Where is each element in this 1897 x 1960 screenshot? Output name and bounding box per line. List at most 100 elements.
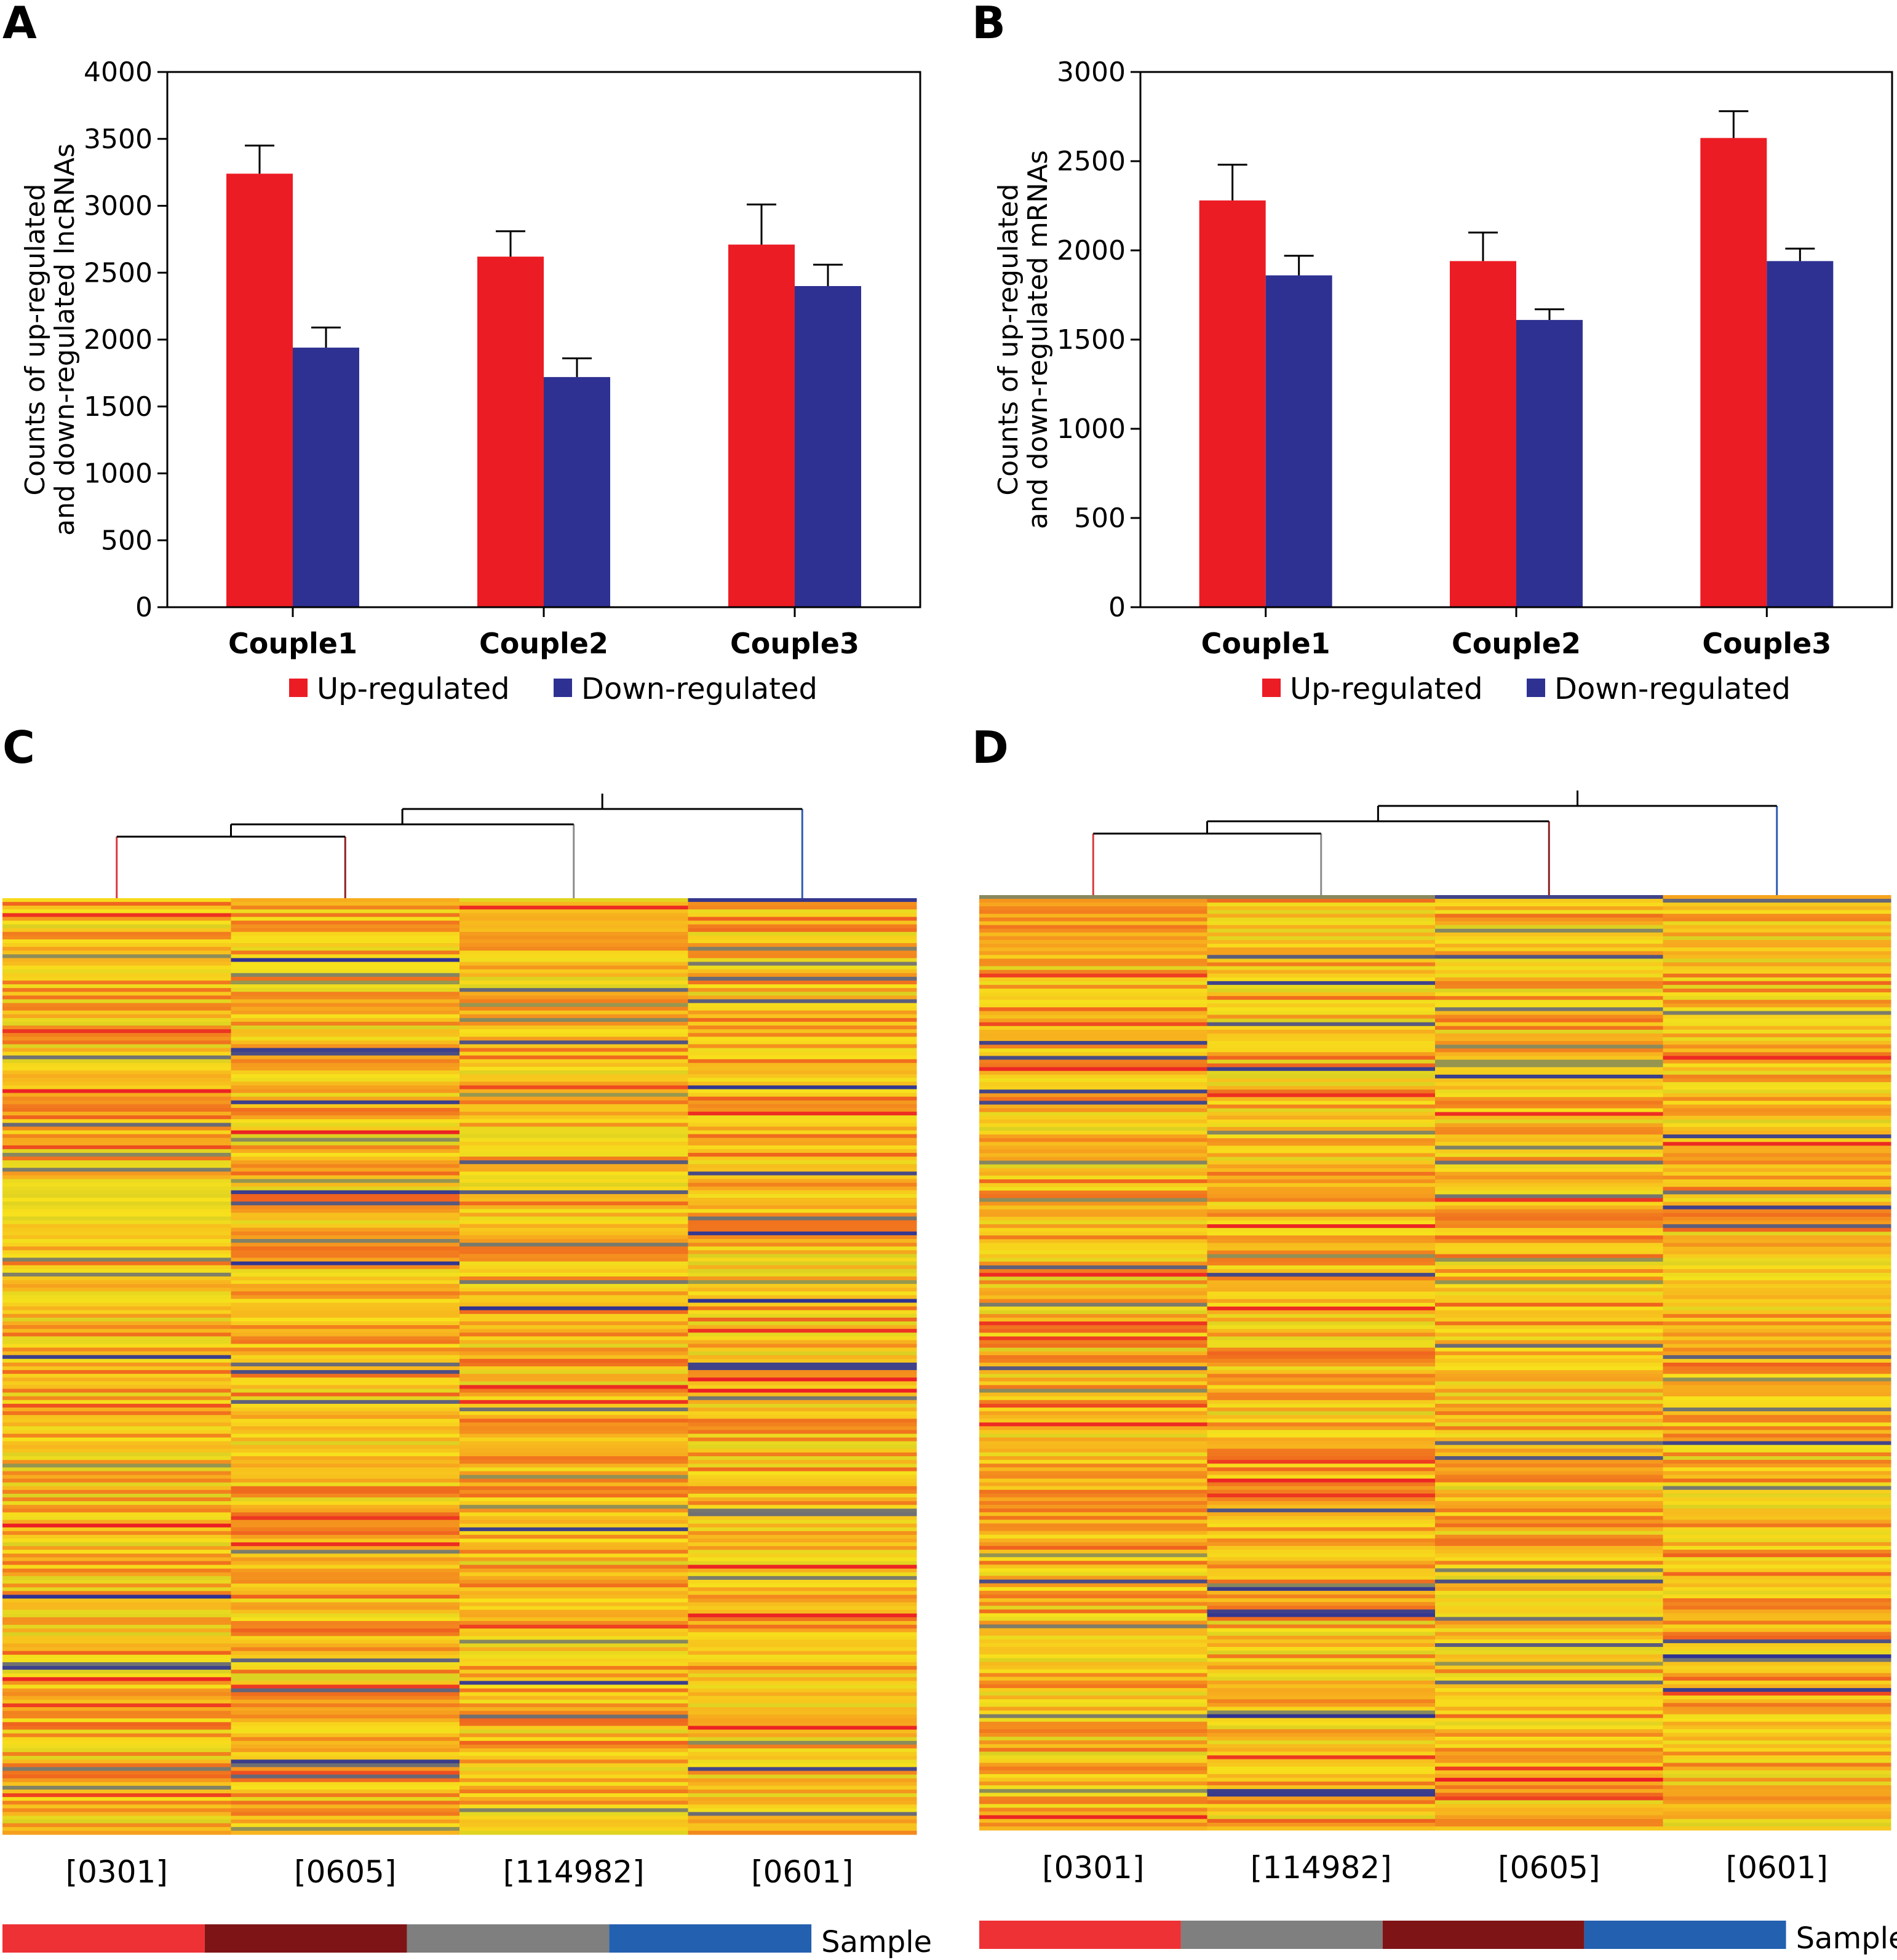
heatmap-cell (459, 1370, 688, 1374)
heatmap-cell (979, 1433, 1207, 1438)
heatmap-cell (688, 1804, 917, 1809)
heatmap-cell (1435, 1598, 1663, 1603)
y-tick-label: 0 (1108, 592, 1126, 623)
heatmap-cell (1207, 1187, 1436, 1191)
heatmap-cell (1207, 1123, 1436, 1128)
heatmap-cell (1435, 1090, 1663, 1094)
heatmap-cell (979, 1523, 1207, 1528)
heatmap-cell (979, 1781, 1207, 1786)
heatmap-cell (459, 1516, 688, 1521)
heatmap-cell (1663, 1183, 1891, 1187)
heatmap-cell (1435, 1239, 1663, 1243)
heatmap-cell (459, 1186, 688, 1191)
heatmap-cell (231, 1819, 460, 1824)
heatmap-cell (1663, 1239, 1891, 1243)
heatmap-cell (459, 1137, 688, 1142)
heatmap-cell (459, 1003, 688, 1008)
heatmap-cell (2, 1636, 231, 1640)
heatmap-cell (1207, 973, 1436, 978)
heatmap-cell (1663, 1059, 1891, 1064)
heatmap-cell (1207, 1403, 1436, 1408)
heatmap-cell (231, 1568, 460, 1573)
heatmap-cell (1663, 1018, 1891, 1023)
heatmap-cell (1207, 1460, 1436, 1464)
heatmap-cell (979, 925, 1207, 930)
heatmap-cell (2, 1486, 231, 1491)
heatmap-cell (688, 906, 917, 910)
heatmap-cell (979, 1033, 1207, 1038)
heatmap-cell (979, 1302, 1207, 1307)
heatmap-cell (1435, 1793, 1663, 1797)
heatmap-cell (1435, 1171, 1663, 1176)
heatmap-cell (231, 1493, 460, 1498)
heatmap-cell (459, 1475, 688, 1480)
heatmap-cell (1435, 1280, 1663, 1285)
heatmap-cell (1663, 1176, 1891, 1180)
heatmap-cell (688, 1231, 917, 1236)
heatmap-cell (688, 939, 917, 944)
heatmap-cell (231, 935, 460, 940)
heatmap-cell (1435, 1070, 1663, 1075)
heatmap-cell (231, 1658, 460, 1663)
heatmap-cell (1435, 1063, 1663, 1068)
heatmap-cell (231, 1759, 460, 1764)
heatmap-cell (231, 1651, 460, 1655)
heatmap-cell (979, 1153, 1207, 1158)
heatmap-cell (979, 1692, 1207, 1696)
heatmap-cell (688, 1145, 917, 1150)
heatmap-cell (459, 1512, 688, 1517)
heatmap-cell (1207, 1631, 1436, 1636)
heatmap-cell (1663, 1003, 1891, 1008)
heatmap-cell (459, 902, 688, 906)
heatmap-cell (459, 1703, 688, 1708)
heatmap-cell (459, 1613, 688, 1618)
heatmap-cell (1207, 1265, 1436, 1270)
heatmap-cell (1207, 1740, 1436, 1745)
heatmap-cell (231, 1572, 460, 1577)
heatmap-cell (1207, 1647, 1436, 1651)
heatmap-cell (231, 1740, 460, 1745)
heatmap-cell (2, 1726, 231, 1731)
heatmap-cell (1207, 1176, 1436, 1180)
heatmap-cell (2, 1317, 231, 1322)
heatmap-cell (459, 1037, 688, 1041)
heatmap-cell (688, 1662, 917, 1667)
heatmap-cell (688, 1370, 917, 1374)
heatmap-cell (1663, 1793, 1891, 1797)
heatmap-cell (2, 1598, 231, 1603)
legend-label-up: Up-regulated (317, 672, 510, 706)
heatmap-cell (2, 1093, 231, 1098)
heatmap-cell (979, 1048, 1207, 1053)
heatmap-cell (688, 1609, 917, 1614)
heatmap-cell (1663, 1557, 1891, 1561)
heatmap-cell (688, 1403, 917, 1408)
heatmap-cell (1435, 1104, 1663, 1109)
heatmap-cell (979, 1718, 1207, 1723)
sample-bar-label: Sample (821, 1925, 932, 1959)
heatmap-cell (1435, 1310, 1663, 1315)
heatmap-cell (688, 1126, 917, 1131)
heatmap-cell (459, 1190, 688, 1195)
heatmap-cell (459, 1062, 688, 1067)
heatmap-cell (1663, 1631, 1891, 1636)
y-tick-label: 3000 (1057, 57, 1126, 88)
heatmap-cell (231, 1284, 460, 1288)
heatmap-cell (1207, 1654, 1436, 1659)
heatmap-cell (2, 958, 231, 962)
heatmap-cell (231, 1164, 460, 1168)
heatmap-cell (2, 1066, 231, 1071)
heatmap-cell (1663, 1520, 1891, 1524)
heatmap-cell (1663, 1419, 1891, 1423)
heatmap-cell (459, 1018, 688, 1022)
heatmap-cell (1435, 1807, 1663, 1812)
heatmap-cell (459, 1347, 688, 1352)
heatmap-cell (979, 1160, 1207, 1165)
heatmap-cell (231, 1093, 460, 1098)
heatmap-cell (459, 1591, 688, 1595)
bar-up (728, 244, 795, 607)
heatmap-cell (459, 1444, 688, 1449)
heatmap-cell (459, 1812, 688, 1817)
heatmap-cell (1435, 1692, 1663, 1696)
heatmap-cell (1435, 1467, 1663, 1472)
heatmap-cell (231, 1654, 460, 1659)
